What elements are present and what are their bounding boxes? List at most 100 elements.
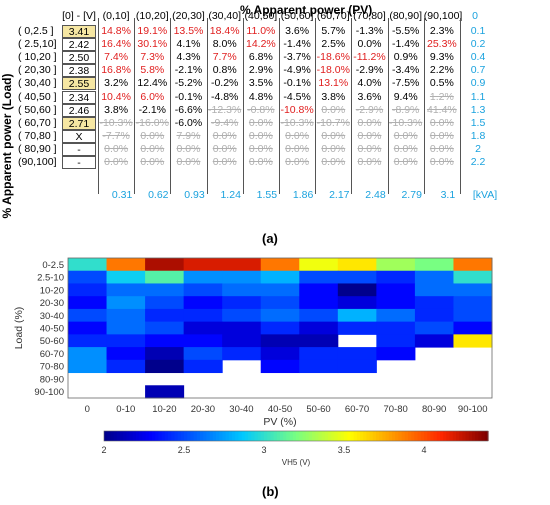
heatmap-cell (260, 334, 300, 348)
colorbar-segment (424, 431, 428, 441)
table-cell: 0.9% (393, 51, 418, 64)
col-pv-kva: 1.24 (220, 189, 241, 202)
column-divider (315, 18, 317, 194)
row-base-voltage: 2.50 (62, 51, 96, 65)
heatmap-cell (222, 258, 262, 272)
colorbar-segment (155, 431, 159, 441)
row-label: ( 30,40 ] (18, 77, 57, 90)
heatmap-cell (68, 334, 108, 348)
table-cell: -7.7% (102, 129, 130, 142)
colorbar-segment (462, 431, 467, 441)
table-cell: -7.5% (391, 77, 420, 90)
colorbar-segment (283, 431, 287, 441)
heatmap-cell (453, 270, 493, 284)
colorbar-segment (334, 431, 339, 441)
table-cell: 30.1% (137, 38, 168, 51)
heatmap-cell (299, 321, 339, 335)
heatmap-cell (337, 308, 377, 323)
colorbar-segment (353, 431, 358, 441)
colorbar-tick-label: 2 (101, 445, 106, 455)
colorbar-segment (292, 431, 297, 441)
heatmap-cell (376, 270, 416, 284)
table-cell: 2.2% (429, 64, 454, 77)
corner-header: [0] - [V] (62, 10, 96, 22)
row-base-voltage: - (62, 156, 96, 169)
heatmap-cell (260, 296, 300, 310)
column-divider (387, 18, 389, 194)
colorbar-segment (324, 431, 329, 441)
heatmap-cell (222, 321, 262, 335)
col-header: (20,30] (172, 10, 205, 22)
x-tick-label: 0-10 (116, 404, 135, 415)
colorbar-segment (411, 431, 415, 441)
col-pv-kva: 2.79 (401, 189, 422, 202)
table-cell: 19.1% (137, 25, 168, 37)
column-divider (423, 18, 425, 194)
column-divider (170, 18, 172, 194)
heatmap-cell (68, 258, 108, 272)
col-pv-kva: 1.55 (256, 189, 278, 202)
colorbar-segment (433, 431, 438, 441)
colorbar-segment (225, 431, 230, 441)
row-label: ( 60,70 ] (18, 116, 57, 129)
heatmap-cell (337, 359, 377, 374)
colorbar-segment (180, 431, 185, 441)
table-cell: -1.3% (355, 25, 384, 37)
colorbar-segment (244, 431, 249, 441)
table-cell: -12.3% (208, 103, 242, 116)
colorbar-segment (385, 431, 390, 441)
colorbar-segment (257, 431, 262, 441)
heatmap-cell (145, 258, 185, 272)
table-cell: 7.7% (212, 51, 237, 64)
colorbar-segment (478, 431, 483, 441)
row-label: ( 0,2.5 ] (18, 25, 54, 37)
right-header: 0 (472, 10, 478, 22)
table-cell: -5.5% (391, 25, 420, 37)
colorbar-segment (468, 431, 473, 441)
table-cell: -9.4% (210, 116, 239, 129)
table-cell: 16.8% (101, 64, 131, 77)
row-load-kva: 1.8 (470, 129, 486, 142)
table-cell: -4.5% (283, 90, 311, 103)
colorbar-segment (296, 431, 300, 441)
heatmap-cell (145, 270, 185, 284)
row-load-kva: 0.2 (470, 38, 486, 51)
heatmap-cell (222, 347, 262, 361)
colorbar-segment (369, 431, 374, 441)
heatmap-cell (414, 296, 454, 310)
colorbar-segment (148, 431, 153, 441)
colorbar-segment (395, 431, 399, 441)
heatmap-cell (376, 321, 416, 335)
colorbar-segment (267, 431, 271, 441)
colorbar-segment (414, 431, 419, 441)
heatmap-cell (106, 347, 146, 361)
panel-a-label: (a) (262, 231, 278, 246)
table-cell: 0.0% (357, 38, 382, 51)
colorbar-segment (318, 431, 323, 441)
colorbar-segment (158, 431, 163, 441)
colorbar-segment (132, 431, 137, 441)
colorbar-segment (420, 431, 425, 441)
colorbar-segment (235, 431, 239, 441)
heatmap-cell (183, 270, 223, 284)
colorbar-segment (206, 431, 211, 441)
heatmap-cell (260, 258, 300, 272)
colorbar-segment (123, 431, 127, 441)
table-cell: 7.4% (104, 51, 129, 64)
colorbar-segment (136, 431, 140, 441)
x-tick-label: 0 (85, 404, 90, 415)
colorbar-segment (360, 431, 364, 441)
table-cell: 2.5% (321, 38, 346, 51)
table-cell: 0.0% (429, 156, 454, 168)
y-axis-label: Load (%) (13, 307, 25, 350)
row-label: (90,100] (18, 156, 57, 168)
table-cell: 0.0% (248, 129, 273, 142)
colorbar-segment (440, 431, 444, 441)
col-pv-kva: 3.1 (440, 189, 456, 202)
heatmap-cell (299, 270, 339, 284)
heatmap-cell (183, 258, 223, 272)
row-base-voltage: X (62, 129, 96, 143)
table-cell: 0.0% (393, 129, 418, 142)
table-cell: 10.4% (101, 90, 131, 103)
heatmap-cell (145, 296, 185, 310)
